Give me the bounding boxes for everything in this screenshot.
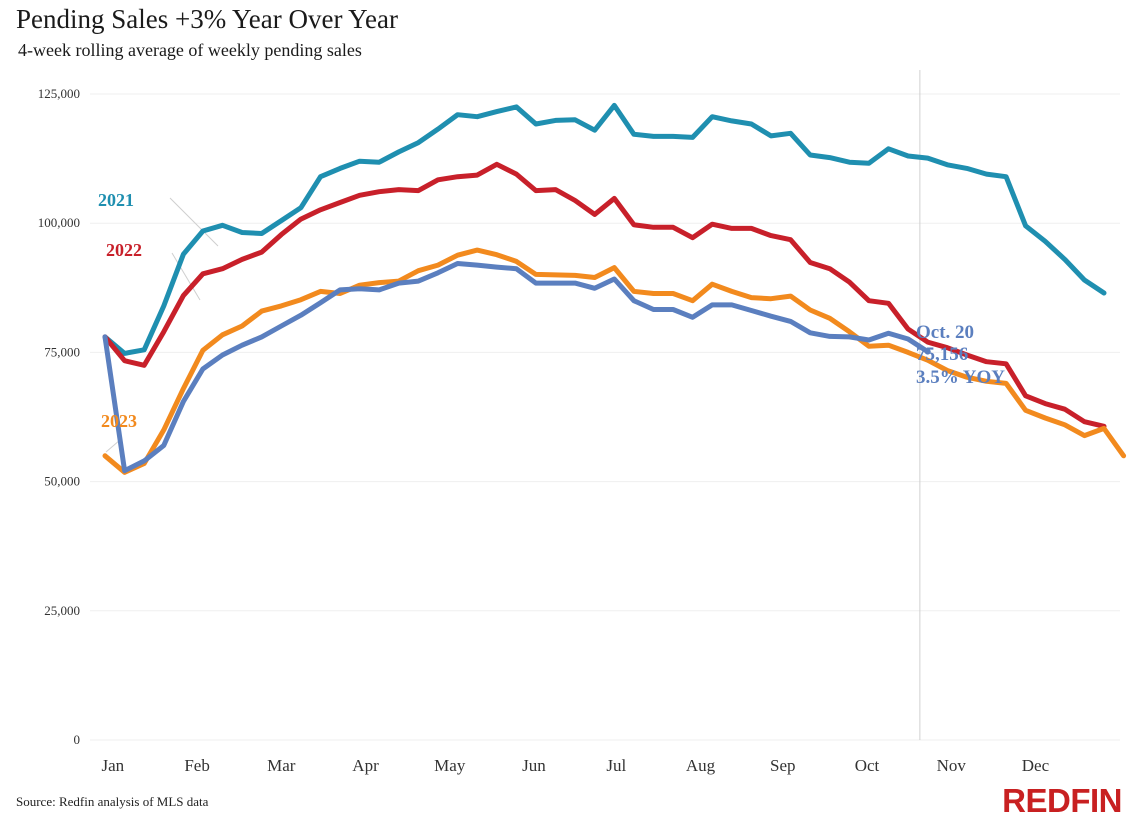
source-note: Source: Redfin analysis of MLS data [16,794,209,809]
y-tick-label: 50,000 [44,474,80,489]
gridlines [90,93,1120,741]
x-tick-label: Sep [770,756,796,775]
annotation-yoy: 3.5% YOY [916,367,1005,388]
series-label-2022: 2022 [106,240,142,260]
x-axis-ticks: Jan Feb Mar Apr May Jun Jul Aug Sep Oct Nov Dec [101,756,1049,775]
annotation-value: 75,156 [916,344,968,365]
latest-value-annotation: Oct. 20 75,156 3.5% YOY [916,322,1005,388]
annotation-date: Oct. 20 [916,322,974,343]
redfin-logo: REDFIN [1002,782,1122,819]
x-tick-label: Aug [686,756,716,775]
x-tick-label: Feb [184,756,210,775]
label-leader-lines [105,197,219,453]
x-tick-label: Nov [937,756,967,775]
chart-title: Pending Sales +3% Year Over Year [16,4,398,34]
series-line-2021 [102,102,1107,356]
x-tick-label: May [434,756,466,775]
chart-subtitle: 4-week rolling average of weekly pending… [18,40,362,60]
x-tick-label: Dec [1022,756,1050,775]
leader-line [105,439,121,453]
y-axis-ticks: 0 25,000 50,000 75,000 100,000 125,000 [38,86,80,747]
series-lines [102,102,1127,475]
series-labels: 2021 2022 2023 [98,190,142,431]
leader-line [171,252,201,301]
series-label-2021: 2021 [98,190,134,210]
y-tick-label: 100,000 [38,215,80,230]
x-tick-label: Apr [352,756,379,775]
y-tick-label: 75,000 [44,344,80,359]
latest-point-marker [924,348,931,355]
y-tick-label: 125,000 [38,86,80,101]
x-tick-label: Jan [101,756,124,775]
series-line-2023 [102,247,1127,475]
series-line-2023-through-oct-20- [102,261,931,474]
y-tick-label: 0 [74,732,81,747]
x-tick-label: Oct [855,756,880,775]
y-tick-label: 25,000 [44,603,80,618]
x-tick-label: Jun [522,756,546,775]
leader-line [169,197,219,247]
series-label-2023: 2023 [101,411,137,431]
series-line-2022 [102,161,1107,429]
x-tick-label: Mar [267,756,296,775]
x-tick-label: Jul [606,756,626,775]
